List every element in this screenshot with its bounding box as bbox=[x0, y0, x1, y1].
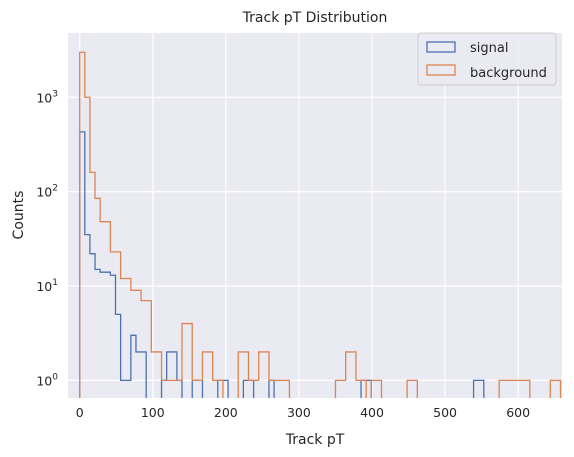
x-tick-label: 200 bbox=[214, 405, 238, 420]
chart-title: Track pT Distribution bbox=[242, 10, 388, 26]
series-step-background bbox=[79, 51, 562, 398]
legend-box bbox=[417, 32, 557, 86]
legend-label-signal: signal bbox=[470, 41, 508, 56]
x-tick-label: 300 bbox=[287, 405, 311, 420]
legend: signal background bbox=[417, 32, 557, 86]
y-tick-labels: 100 101 102 103 bbox=[36, 89, 58, 388]
x-tick-labels: 0 100 200 300 400 500 600 bbox=[76, 405, 530, 420]
plot-area bbox=[68, 33, 562, 398]
legend-swatch-signal bbox=[426, 41, 456, 53]
legend-swatch-background bbox=[426, 64, 456, 76]
x-tick-label: 100 bbox=[141, 405, 165, 420]
grid-lines bbox=[68, 33, 562, 398]
y-tick-label: 103 bbox=[36, 89, 58, 105]
y-tick-label: 102 bbox=[36, 184, 58, 200]
x-axis-label: Track pT bbox=[285, 432, 345, 448]
legend-label-background: background bbox=[470, 66, 547, 81]
x-tick-label: 600 bbox=[506, 405, 530, 420]
series-steps bbox=[79, 51, 562, 398]
x-tick-label: 0 bbox=[76, 405, 84, 420]
x-tick-label: 500 bbox=[433, 405, 457, 420]
y-tick-label: 101 bbox=[36, 278, 58, 294]
y-axis-label: Counts bbox=[11, 191, 27, 240]
x-tick-label: 400 bbox=[360, 405, 384, 420]
y-tick-label: 100 bbox=[36, 372, 58, 388]
